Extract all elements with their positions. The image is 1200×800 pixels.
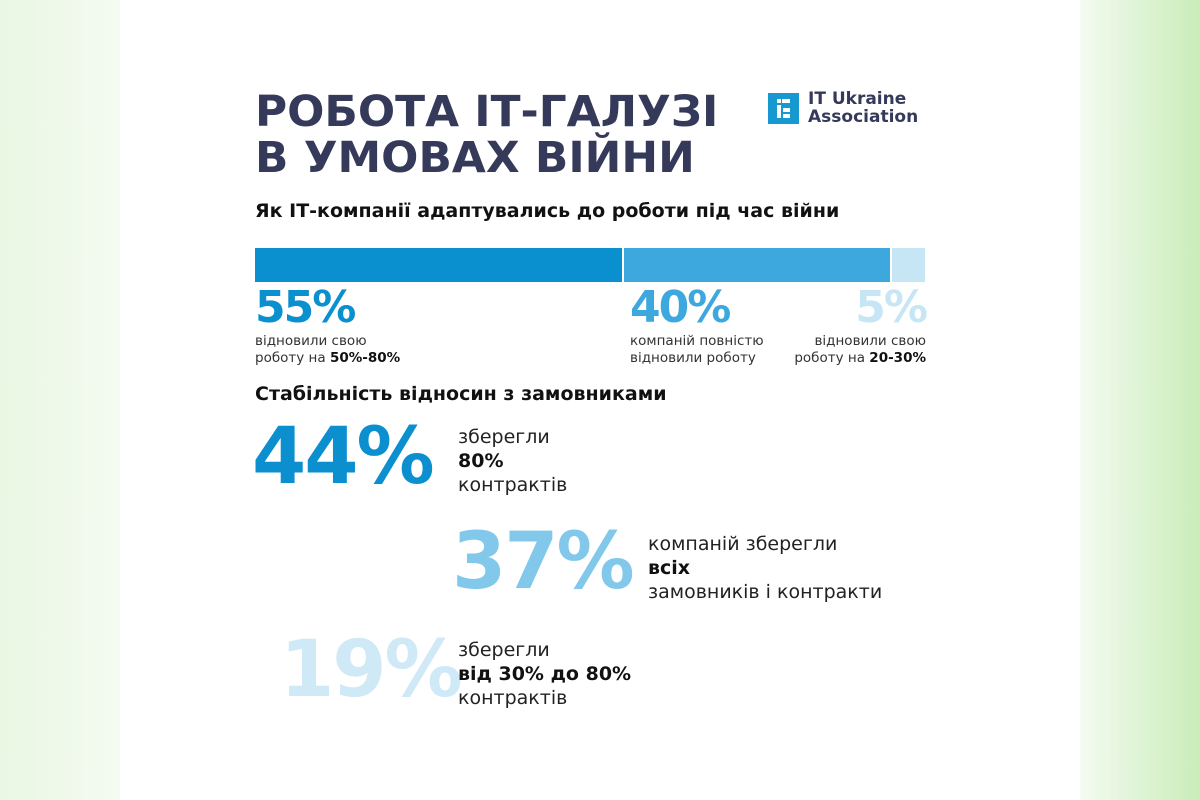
bar-segment-5 bbox=[891, 248, 925, 282]
logo-icon bbox=[768, 93, 799, 124]
stat-19-text: зберегли від 30% до 80% контрактів bbox=[458, 639, 632, 709]
stat-55: 55% відновили свою роботу на 50%-80% bbox=[255, 282, 401, 366]
stat-44-text: зберегли 80% контрактів bbox=[458, 426, 568, 496]
stat-44: 44% bbox=[252, 412, 435, 502]
bar-segment-55 bbox=[255, 248, 622, 282]
stat-37: 37% bbox=[452, 517, 635, 607]
infographic-panel bbox=[120, 0, 1080, 800]
bar-segment-40 bbox=[623, 248, 890, 282]
section2-heading: Стабільність відносин з замовниками bbox=[255, 383, 667, 405]
title-line-2: В УМОВАХ ВІЙНИ bbox=[255, 133, 695, 183]
stat-40: 40% компаній повністю відновили роботу bbox=[630, 282, 764, 366]
stat-5: 5% відновили свою роботу на 20-30% bbox=[794, 282, 928, 366]
title-line-1: РОБОТА ІТ-ГАЛУЗІ bbox=[255, 87, 719, 137]
logo-text: IT Ukraine Association bbox=[808, 89, 919, 127]
stat-37-text: компаній зберегли всіх замовників і контра… bbox=[648, 533, 883, 603]
section1-heading: Як ІТ-компанії адаптувались до роботи пі… bbox=[255, 200, 840, 222]
stat-19: 19% bbox=[280, 625, 463, 715]
